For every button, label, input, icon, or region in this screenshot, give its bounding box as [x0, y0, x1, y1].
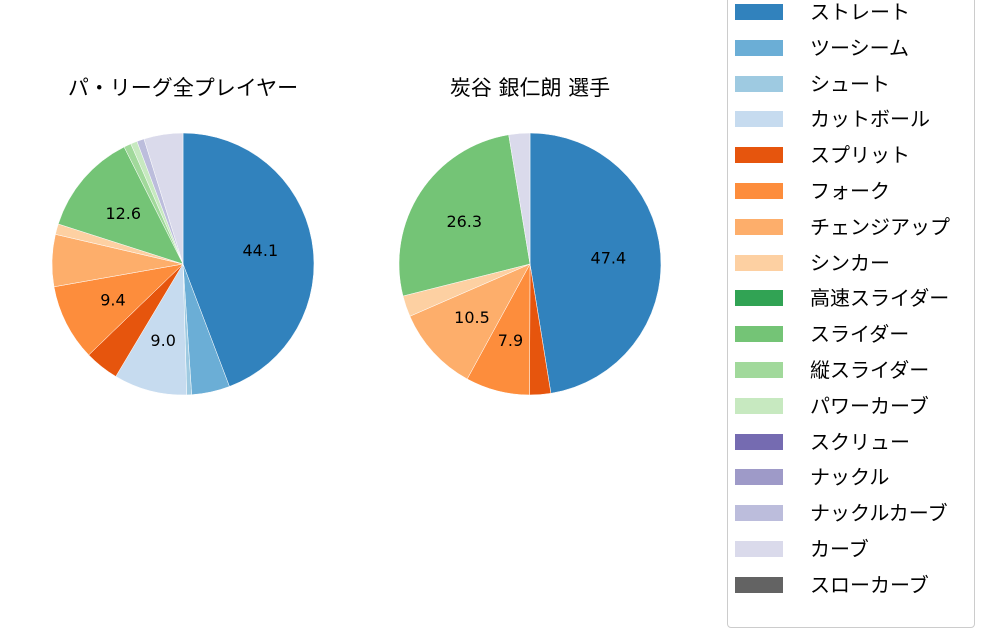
legend-swatch — [735, 469, 783, 486]
legend: ストレートツーシームシュートカットボール スプリットフォークチェンジアップ シンカー… — [727, 0, 975, 628]
pie-slice — [143, 132, 184, 265]
legend-item: カットボール — [735, 109, 930, 129]
legend-label: 縦スライダー — [810, 358, 930, 382]
pie-slice — [182, 132, 315, 387]
legend-label: スプリット — [810, 143, 910, 168]
legend-item: 高速スライダー — [735, 288, 949, 308]
pie-slice — [398, 134, 531, 297]
pie-charts: 44.1 9.0 9.4 12.6 47.4 7.9 10.5 26.3 — [51, 132, 662, 396]
legend-label: ナックルカーブ — [810, 501, 948, 526]
right-chart-title: 炭谷 銀仁朗 選手 — [449, 76, 611, 100]
legend-swatch — [735, 541, 783, 557]
slice-value-label: 12.6 — [105, 204, 141, 223]
legend-item: ナックル — [735, 467, 889, 487]
legend-swatch — [735, 4, 783, 20]
legend-label: シンカー — [810, 250, 890, 275]
legend-label: チェンジアップ — [810, 214, 950, 239]
pie-slice — [409, 263, 531, 380]
slice-value-label: 26.3 — [446, 212, 482, 231]
legend-swatch — [735, 433, 783, 450]
legend-swatch — [735, 111, 783, 128]
slice-value-label: 9.4 — [100, 291, 125, 310]
legend-swatch — [735, 362, 783, 378]
legend-item: スローカーブ — [735, 575, 929, 595]
legend-item: フォーク — [735, 181, 890, 201]
pie-slice — [508, 132, 531, 265]
legend-swatch — [735, 183, 783, 199]
legend-swatch — [735, 397, 783, 414]
legend-item: シンカー — [735, 253, 890, 273]
slice-value-label: 47.4 — [591, 249, 627, 268]
legend-label: スライダー — [810, 322, 910, 347]
legend-item: ストレート — [735, 2, 910, 22]
legend-label: ツーシーム — [810, 35, 909, 60]
legend-label: スクリュー — [810, 429, 910, 454]
slice-value-label: 7.9 — [498, 331, 523, 350]
legend-swatch — [735, 505, 783, 522]
legend-item: チェンジアップ — [735, 217, 950, 237]
legend-swatch — [735, 254, 783, 271]
legend-item: ナックルカーブ — [735, 503, 948, 523]
legend-item: シュート — [735, 74, 890, 94]
legend-swatch — [735, 290, 783, 307]
legend-label: ストレート — [810, 0, 910, 24]
legend-item: カーブ — [735, 539, 869, 559]
legend-swatch — [735, 39, 783, 56]
legend-label: カーブ — [810, 537, 869, 561]
legend-swatch — [735, 218, 783, 235]
legend-item: ツーシーム — [735, 38, 909, 58]
legend-item: スクリュー — [735, 432, 910, 452]
pie-right: 47.4 7.9 10.5 26.3 — [398, 132, 662, 396]
slice-value-label: 9.0 — [150, 331, 175, 350]
legend-label: 高速スライダー — [810, 286, 950, 311]
legend-item: スライダー — [735, 324, 909, 344]
pie-slice — [53, 263, 184, 356]
legend-swatch — [735, 326, 783, 343]
legend-item: 縦スライダー — [735, 360, 929, 380]
left-chart-title: パ・リーグ全プレイヤー — [67, 76, 299, 100]
pie-slice — [57, 146, 184, 265]
pie-left: 44.1 9.0 9.4 12.6 — [51, 132, 315, 396]
legend-label: カットボール — [810, 107, 930, 132]
legend-label: ナックル — [810, 465, 890, 490]
legend-swatch — [735, 75, 783, 92]
legend-swatch — [735, 576, 783, 593]
slice-value-label: 44.1 — [243, 241, 279, 260]
legend-swatch — [735, 147, 783, 164]
legend-label: フォーク — [810, 179, 890, 203]
legend-item: パワーカーブ — [735, 396, 929, 416]
pie-slice — [529, 132, 662, 394]
legend-label: パワーカーブ — [810, 393, 929, 418]
legend-item: スプリット — [735, 145, 910, 165]
legend-label: シュート — [810, 71, 890, 96]
slice-value-label: 10.5 — [454, 308, 490, 327]
legend-label: スローカーブ — [810, 572, 929, 597]
